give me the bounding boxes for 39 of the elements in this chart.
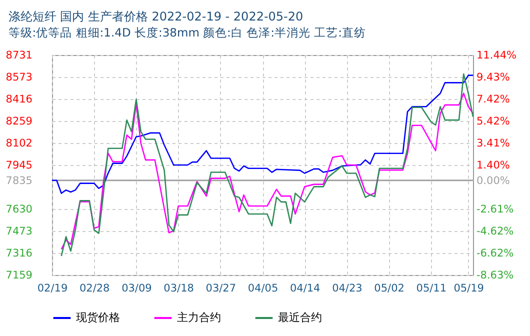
y2-tick-label: 5.42% bbox=[476, 115, 510, 128]
x-tick-label: 04/05 bbox=[248, 282, 278, 294]
y-tick-label: 8259 bbox=[6, 116, 32, 128]
y-tick-label: 7473 bbox=[6, 226, 32, 238]
y2-tick-label: -2.61% bbox=[476, 204, 514, 216]
y2-tick-label: -8.63% bbox=[476, 270, 514, 282]
line-series bbox=[51, 74, 474, 194]
y-tick-label: 7159 bbox=[6, 270, 32, 282]
y2-tick-label: 11.44% bbox=[476, 50, 517, 62]
y-tick-label: 7945 bbox=[6, 160, 32, 172]
x-tick-label: 04/23 bbox=[332, 282, 362, 294]
y-tick-label: 7316 bbox=[6, 248, 33, 260]
x-tick-label: 03/27 bbox=[206, 282, 236, 294]
y2-tick-label: 1.40% bbox=[476, 160, 510, 172]
y2-tick-label: 7.42% bbox=[476, 94, 510, 106]
x-tick-label: 05/02 bbox=[374, 282, 404, 294]
y2-tick-label: -6.62% bbox=[476, 247, 514, 260]
legend-label: 现货价格 bbox=[76, 311, 120, 324]
y-tick-label: 7835 bbox=[6, 174, 32, 187]
x-tick-label: 05/19 bbox=[454, 282, 484, 294]
y-tick-label: 7630 bbox=[6, 204, 32, 216]
y-tick-label: 8573 bbox=[6, 72, 32, 84]
y2-tick-label: 3.41% bbox=[476, 138, 510, 150]
x-tick-label: 03/09 bbox=[122, 282, 152, 294]
y2-tick-label: 9.43% bbox=[476, 72, 510, 84]
x-tick-label: 05/11 bbox=[416, 282, 447, 294]
x-tick-label: 02/28 bbox=[79, 282, 110, 294]
legend-label: 主力合约 bbox=[177, 311, 221, 324]
y-tick-label: 8731 bbox=[6, 50, 32, 62]
y-tick-label: 8102 bbox=[6, 138, 32, 150]
x-tick-label: 04/14 bbox=[290, 282, 321, 294]
chart-title: 涤纶短纤 国内 生产者价格 2022-02-19 - 2022-05-20 bbox=[8, 10, 304, 24]
x-tick-label: 03/18 bbox=[164, 282, 194, 294]
chart-subtitle: 等级:优等品 粗细:1.4D 长度:38mm 颜色:白 色泽:半消光 工艺:直纺 bbox=[8, 26, 366, 40]
x-tick-label: 02/19 bbox=[37, 282, 68, 294]
y2-tick-label: -4.62% bbox=[476, 226, 514, 238]
y2-tick-label: 0.00% bbox=[476, 174, 510, 187]
legend-label: 最近合约 bbox=[278, 311, 322, 324]
y-tick-label: 8416 bbox=[6, 94, 33, 106]
